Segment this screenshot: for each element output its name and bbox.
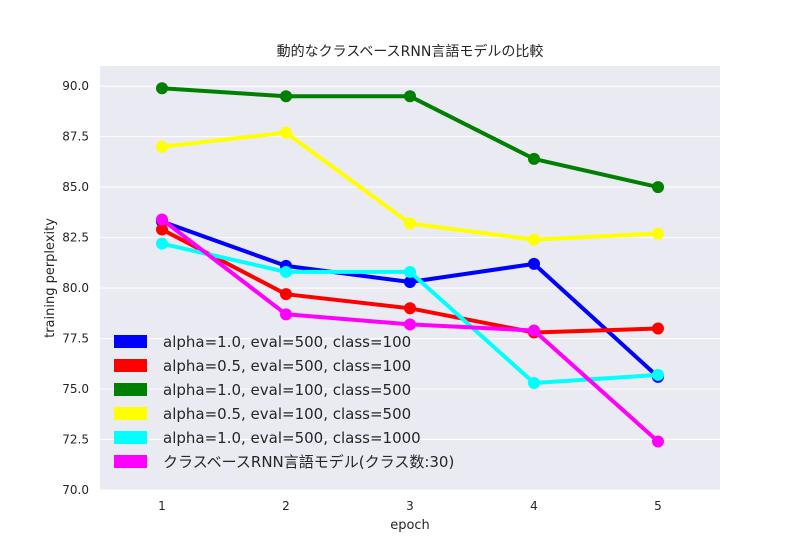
- legend-label: alpha=1.0, eval=500, class=1000: [163, 429, 421, 447]
- y-tick-label: 77.5: [62, 332, 89, 346]
- y-tick-label: 70.0: [62, 483, 89, 497]
- y-tick-label: 90.0: [62, 79, 89, 93]
- legend-label: alpha=0.5, eval=500, class=100: [163, 357, 411, 375]
- x-tick-label: 3: [406, 499, 414, 513]
- data-point: [528, 324, 540, 337]
- data-point: [404, 318, 416, 331]
- series-group: [156, 82, 664, 448]
- legend: alpha=1.0, eval=500, class=100 alpha=0.5,…: [114, 333, 454, 471]
- legend-swatch: [114, 407, 147, 420]
- y-tick-label: 87.5: [62, 130, 89, 144]
- data-point: [280, 126, 292, 139]
- data-point: [156, 82, 168, 95]
- y-tick-label: 75.0: [62, 382, 89, 396]
- y-tick-label: 82.5: [62, 231, 89, 245]
- legend-swatch: [114, 335, 147, 348]
- data-point: [404, 276, 416, 289]
- chart-title: 動的なクラスベースRNN言語モデルの比較: [277, 43, 544, 60]
- data-point: [280, 90, 292, 103]
- legend-label: alpha=1.0, eval=100, class=500: [163, 381, 411, 399]
- data-point: [156, 213, 168, 226]
- data-point: [528, 152, 540, 165]
- data-point: [528, 376, 540, 389]
- data-point: [156, 223, 168, 236]
- y-tick-label: 72.5: [62, 433, 89, 447]
- legend-label: クラスベースRNN言語モデル(クラス数:30): [163, 453, 454, 471]
- data-point: [652, 368, 664, 381]
- x-tick-label: 5: [654, 499, 662, 513]
- x-tick-labels: 1 2 3 4 5: [158, 499, 662, 513]
- y-tick-label: 85.0: [62, 180, 89, 194]
- data-point: [156, 237, 168, 250]
- legend-swatch: [114, 383, 147, 396]
- data-point: [652, 322, 664, 335]
- data-point: [652, 181, 664, 194]
- data-point: [280, 308, 292, 321]
- data-point: [280, 288, 292, 301]
- x-tick-label: 4: [530, 499, 538, 513]
- data-point: [404, 265, 416, 278]
- x-tick-label: 1: [158, 499, 166, 513]
- y-axis-label: training perplexity: [43, 218, 58, 338]
- data-point: [404, 90, 416, 103]
- legend-label: alpha=0.5, eval=100, class=500: [163, 405, 411, 423]
- data-point: [528, 233, 540, 246]
- y-tick-labels: 70.0 72.5 75.0 77.5 80.0 82.5 85.0 87.5 90.0: [62, 79, 89, 497]
- data-point: [528, 257, 540, 270]
- x-axis-label: epoch: [390, 518, 430, 533]
- data-point: [404, 217, 416, 230]
- grid-lines: [100, 85, 720, 491]
- data-point: [404, 302, 416, 315]
- legend-swatch: [114, 455, 147, 468]
- data-point: [652, 435, 664, 448]
- data-point: [652, 227, 664, 240]
- data-point: [280, 265, 292, 278]
- data-point: [156, 140, 168, 153]
- legend-swatch: [114, 359, 147, 372]
- y-tick-label: 80.0: [62, 281, 89, 295]
- legend-label: alpha=1.0, eval=500, class=100: [163, 333, 411, 351]
- x-tick-label: 2: [282, 499, 290, 513]
- legend-swatch: [114, 431, 147, 444]
